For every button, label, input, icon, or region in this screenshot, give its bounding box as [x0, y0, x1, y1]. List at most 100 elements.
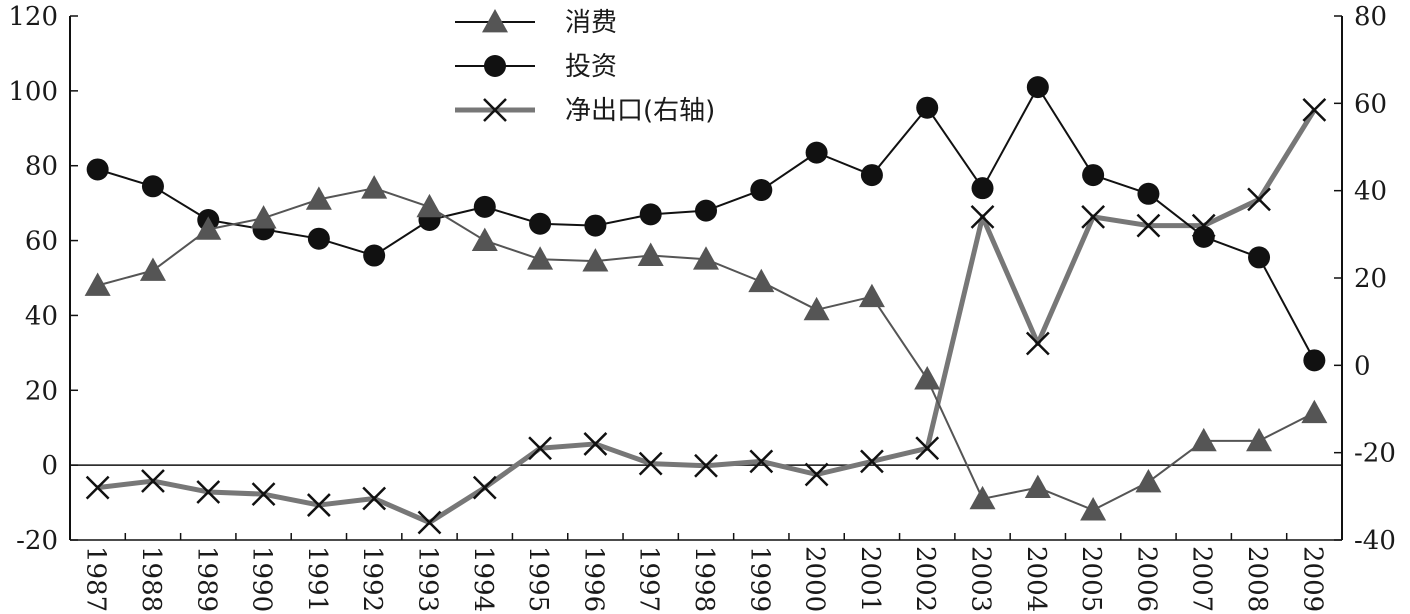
left-y-tick-label: 60	[25, 227, 58, 257]
data-point-triangle	[637, 242, 664, 266]
data-point-circle	[860, 164, 883, 187]
right-y-tick-label: -40	[1354, 526, 1396, 556]
data-point-x	[915, 436, 940, 461]
data-point-x	[251, 482, 276, 507]
data-point-triangle	[803, 296, 830, 321]
x-tick-label: 2005	[1076, 546, 1106, 612]
x-tick-label: 1996	[578, 546, 608, 612]
x-tick-label: 1993	[412, 546, 442, 612]
left-y-tick-label: 20	[25, 376, 58, 406]
right-y-tick-label: 0	[1354, 351, 1371, 381]
data-point-triangle	[1024, 474, 1051, 498]
right-y-tick-label: -20	[1354, 439, 1396, 469]
data-point-x	[583, 432, 608, 456]
x-tick-label: 1991	[302, 546, 332, 612]
x-tick-label: 1999	[744, 546, 774, 612]
data-point-triangle	[1246, 427, 1273, 452]
data-point-x	[970, 204, 995, 229]
left-y-tick-label: 80	[25, 152, 58, 182]
x-tick-label: 2002	[910, 546, 940, 612]
right-y-tick-label: 40	[1354, 177, 1387, 207]
left-y-tick-label: 120	[8, 2, 58, 32]
data-point-circle	[916, 96, 939, 119]
data-point-x	[638, 451, 663, 476]
left-y-tick-label: -20	[16, 526, 58, 556]
data-point-x	[306, 493, 331, 517]
series-line-x	[97, 108, 1317, 526]
data-point-triangle	[914, 366, 941, 390]
data-point-x	[196, 480, 221, 504]
data-point-x	[141, 469, 165, 493]
data-point-triangle	[748, 268, 775, 293]
x-tick-label: 2000	[800, 546, 830, 612]
legend-marker-x	[483, 98, 507, 122]
data-point-triangle	[858, 283, 885, 308]
data-point-circle	[86, 158, 109, 181]
right-y-tick-label: 20	[1354, 264, 1387, 294]
x-tick-label: 2007	[1187, 546, 1217, 612]
data-point-triangle	[139, 257, 166, 281]
x-tick-label: 1990	[247, 546, 277, 612]
data-point-x	[362, 486, 387, 511]
data-point-x	[417, 510, 442, 535]
left-y-tick-label: 100	[8, 77, 58, 107]
legend-marker-circle	[484, 55, 506, 77]
series-line-triangle	[97, 187, 1315, 512]
data-point-x	[85, 475, 110, 500]
data-point-triangle	[1080, 497, 1107, 521]
data-point-x	[749, 449, 774, 474]
x-tick-label: 2004	[1021, 546, 1051, 612]
data-point-triangle	[582, 248, 609, 272]
data-point-triangle	[693, 246, 719, 270]
data-point-triangle	[305, 186, 332, 210]
data-point-triangle	[1301, 399, 1328, 424]
data-point-circle	[141, 175, 164, 198]
data-point-x	[1136, 213, 1161, 238]
left-y-tick-label: 0	[41, 451, 58, 481]
data-point-circle	[695, 199, 717, 222]
data-point-circle	[805, 141, 828, 164]
x-tick-label: 2008	[1242, 546, 1272, 612]
data-point-triangle	[84, 272, 111, 296]
data-point-circle	[1137, 182, 1160, 205]
x-tick-label: 1998	[689, 546, 719, 612]
data-point-circle	[1026, 76, 1049, 99]
x-tick-label: 1992	[357, 546, 387, 612]
data-point-circle	[1248, 246, 1271, 269]
data-point-circle	[639, 203, 662, 226]
data-point-x	[472, 475, 497, 500]
x-tick-label: 1987	[81, 546, 111, 612]
legend-marker-triangle	[482, 9, 508, 33]
data-point-circle	[307, 227, 330, 250]
x-tick-label: 2003	[966, 546, 996, 612]
data-point-triangle	[1190, 427, 1217, 452]
right-y-tick-label: 60	[1354, 89, 1387, 119]
data-point-x	[804, 462, 829, 487]
data-point-triangle	[471, 227, 498, 251]
data-point-x	[860, 449, 884, 474]
data-point-circle	[363, 244, 386, 267]
data-point-circle	[1192, 225, 1215, 248]
x-tick-label: 2001	[855, 546, 885, 612]
x-tick-label: 1994	[468, 546, 498, 612]
x-tick-label: 2009	[1297, 546, 1327, 612]
data-point-x	[528, 436, 552, 461]
legend-label: 净出口(右轴)	[565, 96, 715, 126]
data-point-triangle	[527, 246, 554, 270]
data-point-circle	[529, 212, 552, 235]
data-point-circle	[1303, 349, 1326, 372]
x-tick-label: 1989	[191, 546, 221, 612]
data-point-circle	[971, 177, 994, 200]
data-point-triangle	[416, 193, 443, 218]
data-point-circle	[1082, 164, 1105, 187]
left-y-tick-label: 40	[25, 301, 58, 331]
data-point-x	[1302, 97, 1327, 122]
x-tick-label: 1997	[634, 546, 664, 612]
data-point-triangle	[250, 205, 277, 229]
x-tick-label: 1995	[523, 546, 553, 612]
data-point-triangle	[1135, 468, 1162, 493]
data-point-triangle	[361, 175, 388, 199]
data-point-x	[1081, 204, 1106, 229]
data-point-x	[694, 453, 718, 478]
